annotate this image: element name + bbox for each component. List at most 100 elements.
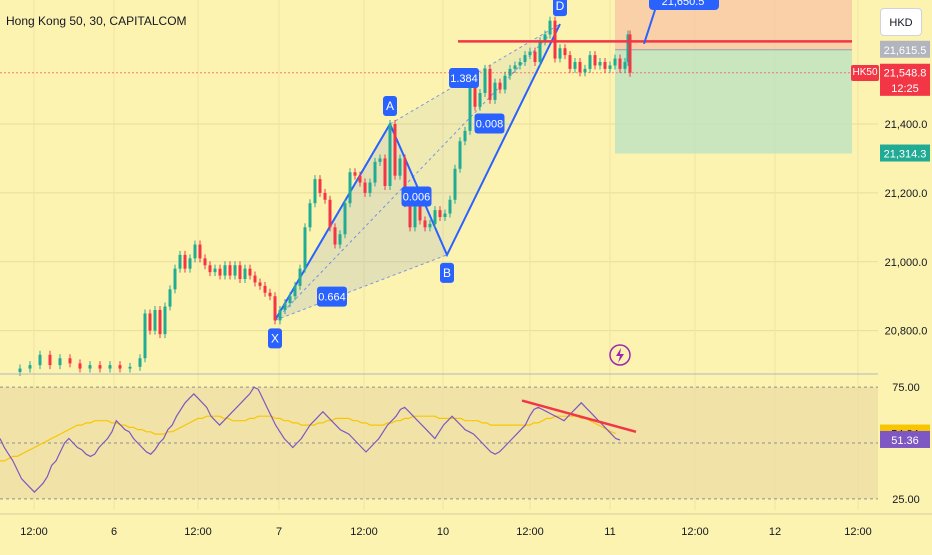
candle	[98, 365, 102, 369]
pattern-point-b[interactable]	[440, 262, 454, 283]
price-label: 21,615.5	[884, 45, 927, 57]
candle	[593, 55, 597, 66]
candle	[228, 265, 232, 276]
candle	[408, 203, 412, 228]
candle	[243, 268, 247, 279]
x-tick-label: 12:00	[184, 526, 212, 538]
pattern-point-a[interactable]	[383, 96, 397, 116]
candle	[618, 58, 622, 69]
candle	[188, 258, 192, 269]
candle	[273, 296, 277, 321]
candle	[58, 358, 62, 366]
candle	[388, 124, 392, 186]
target-callout-pointer	[643, 9, 656, 45]
candle	[28, 365, 32, 369]
candle	[173, 268, 177, 290]
pattern-point-label: D	[556, 0, 565, 13]
ratio-label-box	[449, 68, 479, 88]
rsi-value-box	[880, 430, 930, 448]
x-tick-label: 12:00	[350, 526, 378, 538]
candle	[458, 141, 462, 169]
x-tick-label: 6	[111, 526, 117, 538]
ratio-label: 0.664	[318, 292, 346, 304]
pattern-projection	[274, 23, 561, 321]
candle	[598, 62, 602, 66]
ratio-label-box	[474, 113, 505, 134]
candle	[253, 275, 257, 283]
target-callout[interactable]	[649, 0, 719, 10]
candle	[373, 161, 377, 183]
candle	[168, 289, 172, 307]
x-tick-label: 10	[437, 526, 449, 538]
candle	[578, 62, 582, 73]
rsi-tick-label: 25.00	[892, 494, 920, 506]
candle	[583, 68, 587, 73]
candle	[563, 48, 567, 56]
candle	[393, 124, 397, 176]
candle	[38, 354, 42, 366]
candle	[518, 62, 522, 66]
candle	[48, 354, 52, 366]
candle	[138, 358, 142, 367]
candle	[233, 265, 237, 276]
candle	[368, 182, 372, 193]
candle	[438, 210, 442, 217]
candle	[628, 34, 632, 73]
pattern-projection	[274, 254, 448, 321]
x-tick-label: 7	[276, 526, 282, 538]
candle	[323, 192, 327, 200]
price-label-box	[880, 63, 930, 81]
candle	[183, 254, 187, 269]
candle	[18, 368, 22, 372]
y-tick-label: 21,200.0	[885, 188, 928, 200]
candle	[163, 306, 167, 335]
candle	[533, 51, 537, 62]
candle	[308, 203, 312, 228]
candle	[263, 285, 267, 293]
price-label: 21,314.3	[884, 149, 927, 161]
y-tick-label: 21,400.0	[885, 119, 928, 131]
candle	[493, 82, 497, 100]
candle	[278, 310, 282, 321]
price-label-box	[880, 144, 930, 162]
candle	[108, 365, 112, 369]
target-callout-text: 21,650.5	[662, 0, 705, 8]
candle	[328, 199, 332, 228]
candle	[158, 310, 162, 335]
candle	[553, 20, 557, 59]
candle	[363, 182, 367, 193]
pattern-point-d[interactable]	[553, 0, 567, 17]
chart-title: Hong Kong 50, 30, CAPITALCOM	[6, 14, 187, 28]
ratio-label-box	[401, 186, 432, 207]
rsi-value-label: 51.36	[891, 435, 919, 447]
candle	[433, 210, 437, 224]
candle	[358, 175, 362, 183]
candle	[198, 244, 202, 259]
pattern-point-label: X	[271, 331, 279, 345]
alert-icon[interactable]	[609, 344, 631, 366]
chart-annotations[interactable]: X A B D 0.664 0.006 1.384 0.008 21,650.5	[268, 0, 852, 366]
lightning-icon	[616, 348, 624, 363]
candle	[248, 268, 252, 276]
candle	[428, 223, 432, 228]
pattern-triangle-abd	[390, 24, 560, 255]
candle	[218, 268, 222, 276]
candle	[548, 20, 552, 35]
rsi-divergence-line[interactable]	[521, 399, 637, 434]
candle	[283, 303, 287, 310]
stop-zone[interactable]	[615, 49, 852, 154]
candle	[603, 62, 607, 69]
ratio-label: 0.006	[403, 191, 431, 203]
candle	[478, 93, 482, 107]
pattern-point-label: A	[386, 99, 394, 113]
price-label-box	[880, 78, 930, 96]
currency-button[interactable]: HKD	[880, 8, 922, 36]
x-tick-label: 12:00	[516, 526, 544, 538]
candle	[483, 68, 487, 93]
pattern-point-x[interactable]	[268, 328, 282, 349]
rsi-pane	[0, 373, 932, 500]
candle	[473, 72, 477, 107]
